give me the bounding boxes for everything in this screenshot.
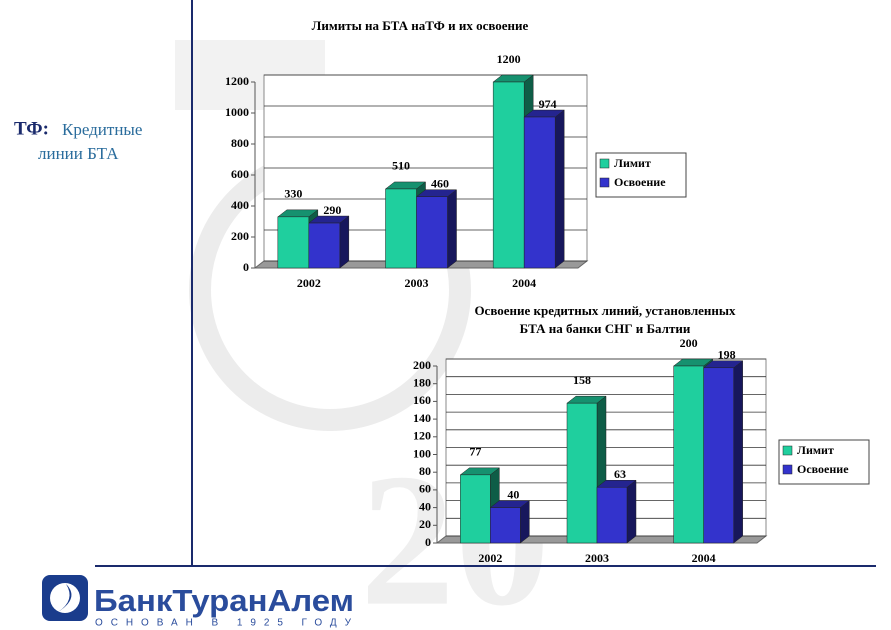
value-label: 510 (392, 159, 410, 173)
y-tick-label: 0 (425, 535, 431, 549)
bar-side (626, 479, 637, 544)
value-label: 200 (680, 336, 698, 350)
bar (566, 402, 598, 544)
bar (492, 81, 525, 269)
legend-swatch (782, 464, 793, 475)
chart-title: БТА на банки СНГ и Балтии (520, 321, 691, 336)
chart-title: Лимиты на БТА наТФ и их освоение (312, 18, 529, 33)
y-tick-label: 180 (413, 375, 431, 389)
bar-side (447, 189, 457, 269)
legend-swatch (599, 177, 610, 188)
legend-label: Освоение (797, 462, 849, 476)
y-tick-label: 800 (231, 136, 249, 150)
legend-label: Лимит (797, 443, 834, 457)
bar (703, 367, 734, 544)
x-tick-label: 2003 (405, 276, 429, 290)
x-tick-label: 2004 (692, 551, 716, 565)
bar (673, 365, 704, 544)
chart: Лимиты на БТА наТФ и их освоение 0 200 400 6… (225, 18, 687, 290)
y-tick-label: 140 (413, 411, 431, 425)
bar (596, 486, 628, 544)
value-label: 40 (507, 487, 519, 501)
bar-side (520, 500, 530, 544)
value-label: 158 (573, 373, 591, 387)
logo-icon (50, 583, 80, 613)
legend-swatch (782, 445, 793, 456)
x-tick-label: 2003 (585, 551, 609, 565)
value-label: 290 (323, 203, 341, 217)
logo-icon (58, 584, 72, 612)
value-label: 460 (431, 176, 449, 190)
logo-name: БанкТуранАлем (94, 583, 354, 618)
y-tick-label: 1000 (225, 105, 249, 119)
sidebar-text: линии БТА (38, 144, 119, 163)
logo-tagline: ОСНОВАН В 1925 ГОДУ (95, 618, 352, 629)
bar (416, 196, 448, 269)
value-label: 77 (469, 445, 481, 459)
value-label: 974 (539, 97, 557, 111)
bar-side (339, 215, 350, 269)
y-tick-label: 60 (419, 482, 431, 496)
bar (277, 216, 310, 269)
bar-side (733, 360, 743, 544)
y-tick-label: 120 (413, 429, 431, 443)
legend-box (595, 152, 687, 198)
logo: БанкТуранАлем ОСНОВАН В 1925 ГОДУ (42, 575, 354, 629)
value-label: 330 (284, 187, 302, 201)
chart-title: Освоение кредитных линий, установленных (474, 303, 736, 318)
y-tick-label: 600 (231, 167, 249, 181)
chart: Освоение кредитных линий, установленных Б… (413, 303, 870, 565)
sidebar-prefix: ТФ: (14, 118, 49, 139)
y-tick-label: 100 (413, 446, 431, 460)
bar (385, 188, 417, 269)
y-tick-label: 40 (419, 499, 431, 513)
y-tick-label: 200 (413, 358, 431, 372)
x-tick-label: 2004 (512, 276, 536, 290)
sidebar-text: Кредитные (62, 120, 142, 139)
legend-box (778, 439, 870, 485)
bar (523, 116, 556, 269)
value-label: 198 (718, 348, 736, 362)
x-tick-label: 2002 (478, 551, 502, 565)
legend-label: Освоение (614, 175, 666, 189)
y-tick-label: 80 (419, 464, 431, 478)
bar (308, 222, 341, 269)
bar-side (554, 109, 565, 269)
y-tick-label: 160 (413, 393, 431, 407)
y-tick-label: 20 (419, 517, 431, 531)
legend-label: Лимит (614, 156, 651, 170)
bar (490, 507, 521, 544)
bar (460, 474, 491, 544)
y-tick-label: 200 (231, 229, 249, 243)
x-tick-label: 2002 (297, 276, 321, 290)
y-tick-label: 0 (243, 260, 249, 274)
value-label: 63 (614, 467, 626, 481)
legend-swatch (599, 158, 610, 169)
value-label: 1200 (497, 52, 521, 66)
y-tick-label: 400 (231, 198, 249, 212)
y-tick-label: 1200 (225, 74, 249, 88)
